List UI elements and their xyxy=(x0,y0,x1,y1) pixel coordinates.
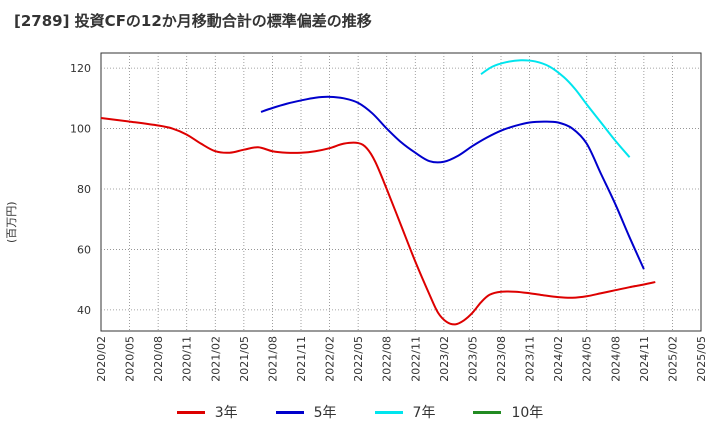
x-tick-label: 2023/08 xyxy=(495,336,508,382)
legend-swatch xyxy=(275,410,304,414)
x-tick-label: 2020/11 xyxy=(181,336,194,382)
x-tick-label: 2024/11 xyxy=(638,336,651,382)
x-tick-label: 2020/05 xyxy=(124,336,137,382)
y-tick-label: 80 xyxy=(77,183,91,196)
x-tick-label: 2021/08 xyxy=(266,336,279,382)
x-tick-label: 2023/05 xyxy=(466,336,479,382)
legend-item: 3年 xyxy=(176,402,238,422)
x-tick-label: 2024/05 xyxy=(581,336,594,382)
legend-item: 7年 xyxy=(374,402,436,422)
legend-label: 7年 xyxy=(412,405,436,421)
legend-swatch xyxy=(374,410,403,414)
legend: 3年 5年 7年 10年 xyxy=(0,402,720,422)
y-tick-label: 40 xyxy=(77,304,91,317)
x-tick-label: 2025/02 xyxy=(666,336,679,382)
series-line-2 xyxy=(260,95,645,270)
x-tick-label: 2024/08 xyxy=(609,336,622,382)
legend-swatch xyxy=(176,410,205,414)
legend-item: 10年 xyxy=(473,402,543,422)
x-tick-label: 2023/11 xyxy=(524,336,537,382)
y-tick-label: 60 xyxy=(77,243,91,256)
x-tick-label: 2022/08 xyxy=(381,336,394,382)
legend-item: 5年 xyxy=(275,402,337,422)
series-line-3 xyxy=(480,59,631,158)
x-tick-label: 2023/02 xyxy=(438,336,451,382)
x-tick-label: 2025/05 xyxy=(695,336,708,382)
legend-label: 5年 xyxy=(313,405,337,421)
x-tick-label: 2020/08 xyxy=(152,336,165,382)
series-line-1 xyxy=(100,116,656,326)
x-tick-label: 2022/11 xyxy=(409,336,422,382)
legend-swatch xyxy=(473,410,502,414)
y-tick-label: 120 xyxy=(70,62,91,75)
x-tick-label: 2021/11 xyxy=(295,336,308,382)
y-tick-label: 100 xyxy=(70,123,91,136)
plot-area xyxy=(100,52,702,332)
x-tick-label: 2020/02 xyxy=(95,336,108,382)
x-tick-label: 2021/02 xyxy=(209,336,222,382)
x-tick-label: 2022/05 xyxy=(352,336,365,382)
x-tick-label: 2022/02 xyxy=(324,336,337,382)
legend-label: 10年 xyxy=(511,405,544,421)
x-tick-label: 2021/05 xyxy=(238,336,251,382)
legend-label: 3年 xyxy=(214,405,238,421)
x-tick-label: 2024/02 xyxy=(552,336,565,382)
chart-title: [2789] 投資CFの12か月移動合計の標準偏差の推移 xyxy=(14,12,372,30)
